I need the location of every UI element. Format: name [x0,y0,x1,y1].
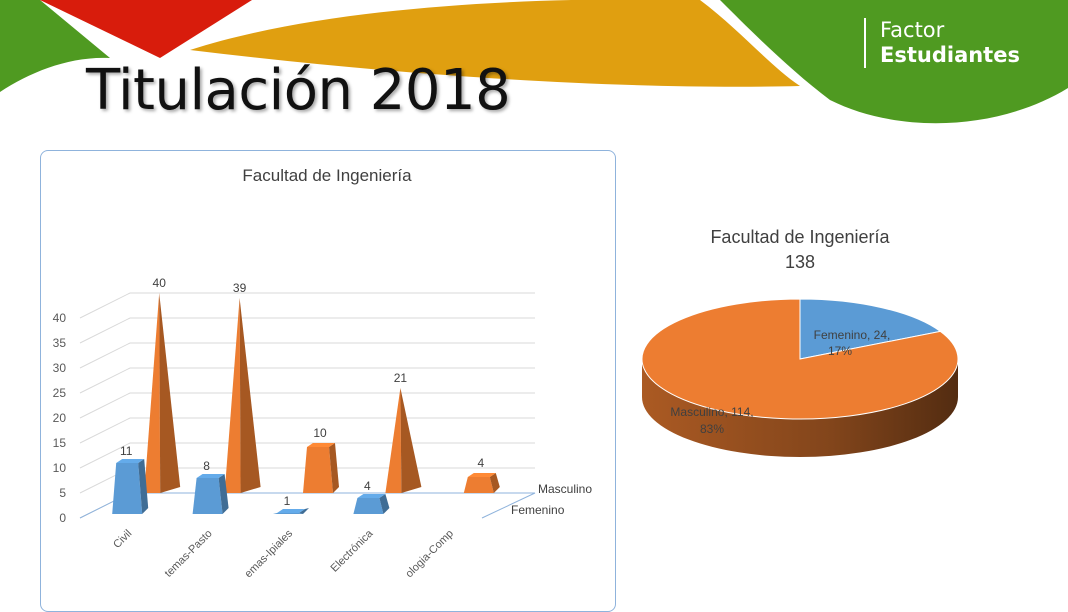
bar-top-face [467,473,496,477]
bar-side-face [299,508,309,514]
bar-chart: Facultad de Ingeniería 0 5 10 15 20 25 30 35 40 40… [53,166,593,580]
x-tick-label: temas-Pasto [163,528,215,580]
gridline-side [79,442,131,469]
chart-floor [79,492,536,519]
data-label-femenino: 8 [203,459,210,473]
bar-masculino-3 [385,388,422,493]
bar-side-face [218,474,229,514]
gridline-side [79,317,131,344]
pie-chart: Facultad de Ingeniería 138 Femenino, 24, 17… [641,227,959,457]
pie-label-femenino-pct: 17% [828,344,852,358]
data-label-masculino: 10 [313,426,327,440]
bar-masculino-1 [224,298,261,493]
x-tick-label: Civil [111,528,134,551]
y-tick-label: 40 [53,311,67,325]
bar-front-face [144,293,161,493]
bar-femenino-1 [192,474,229,514]
x-tick-label: emas-Ipiales [243,527,296,580]
gridline-side [79,417,131,444]
bar-top-face [116,459,145,463]
data-label-masculino: 40 [153,276,167,290]
yellow-swoosh [190,0,800,87]
bar-femenino-0 [112,459,149,514]
pie-label-masculino-pct: 83% [700,422,724,436]
bar-front-face [353,498,384,514]
y-tick-label: 0 [59,511,66,525]
pie-label-femenino: Femenino, 24, [814,328,891,342]
green-swoosh-right [720,0,1068,124]
y-tick-label: 30 [53,361,67,375]
bar-front-face [385,388,402,493]
data-label-femenino: 11 [120,444,133,458]
gridline-side [79,292,131,319]
data-label-femenino: 1 [284,494,291,508]
gridline-side [79,367,131,394]
pie-side-wall [642,359,958,457]
bar-front-face [273,513,303,514]
bar-top-face [277,509,305,513]
pie-chart-subtitle: 138 [785,252,815,272]
bar-chart-title: Facultad de Ingeniería [242,166,412,185]
data-label-masculino: 4 [477,456,484,470]
data-label-femenino: 4 [364,479,371,493]
bar-top-face [357,494,386,498]
bar-top-face [196,474,225,478]
brand-logo: Factor Estudiantes [864,18,1020,69]
series-label-femenino: Femenino [511,503,565,517]
bar-side-face [329,443,339,493]
bar-front-face [192,478,223,514]
data-label-masculino: 39 [233,281,247,295]
bar-side-face [379,494,390,514]
brand-line-estudiantes: Estudiantes [880,43,1020,68]
y-tick-label: 5 [59,486,66,500]
bar-side-face [138,459,149,514]
header-decoration [0,0,1068,124]
bar-masculino-4 [463,473,500,493]
pie-slice-masculino [641,298,959,420]
brand-line-factor: Factor [880,18,945,42]
red-triangle [40,0,252,58]
bar-masculino-2 [303,443,339,493]
bar-top-face [307,443,335,447]
bar-front-face [303,447,333,493]
bar-chart-frame [40,150,616,612]
series-label-masculino: Masculino [538,482,592,496]
bar-femenino-3 [353,494,390,514]
bar-side-face [159,293,181,493]
bar-front-face [112,463,143,514]
bar-front-face [463,477,494,493]
green-swoosh-left [0,0,110,92]
bar-side-face [239,298,261,493]
data-label-masculino: 21 [394,371,408,385]
x-tick-label: ologia-Comp [403,528,456,580]
bar-masculino-0 [144,293,181,493]
bar-front-face [224,298,241,493]
bar-side-face [489,473,500,493]
bar-side-face [400,388,422,493]
y-tick-label: 10 [53,461,67,475]
y-tick-label: 20 [53,411,67,425]
y-tick-label: 35 [53,336,67,350]
y-tick-label: 15 [53,436,67,450]
gridline-side [79,392,131,419]
page-title: Titulación 2018 [86,58,511,123]
gridline-side [79,342,131,369]
x-tick-label: Electrónica [329,527,377,575]
pie-label-masculino: Masculino, 114, [670,405,753,419]
bar-femenino-2 [273,508,309,514]
y-tick-label: 25 [53,386,67,400]
pie-chart-title: Facultad de Ingeniería [710,227,890,247]
pie-slice-femenino [799,298,942,360]
